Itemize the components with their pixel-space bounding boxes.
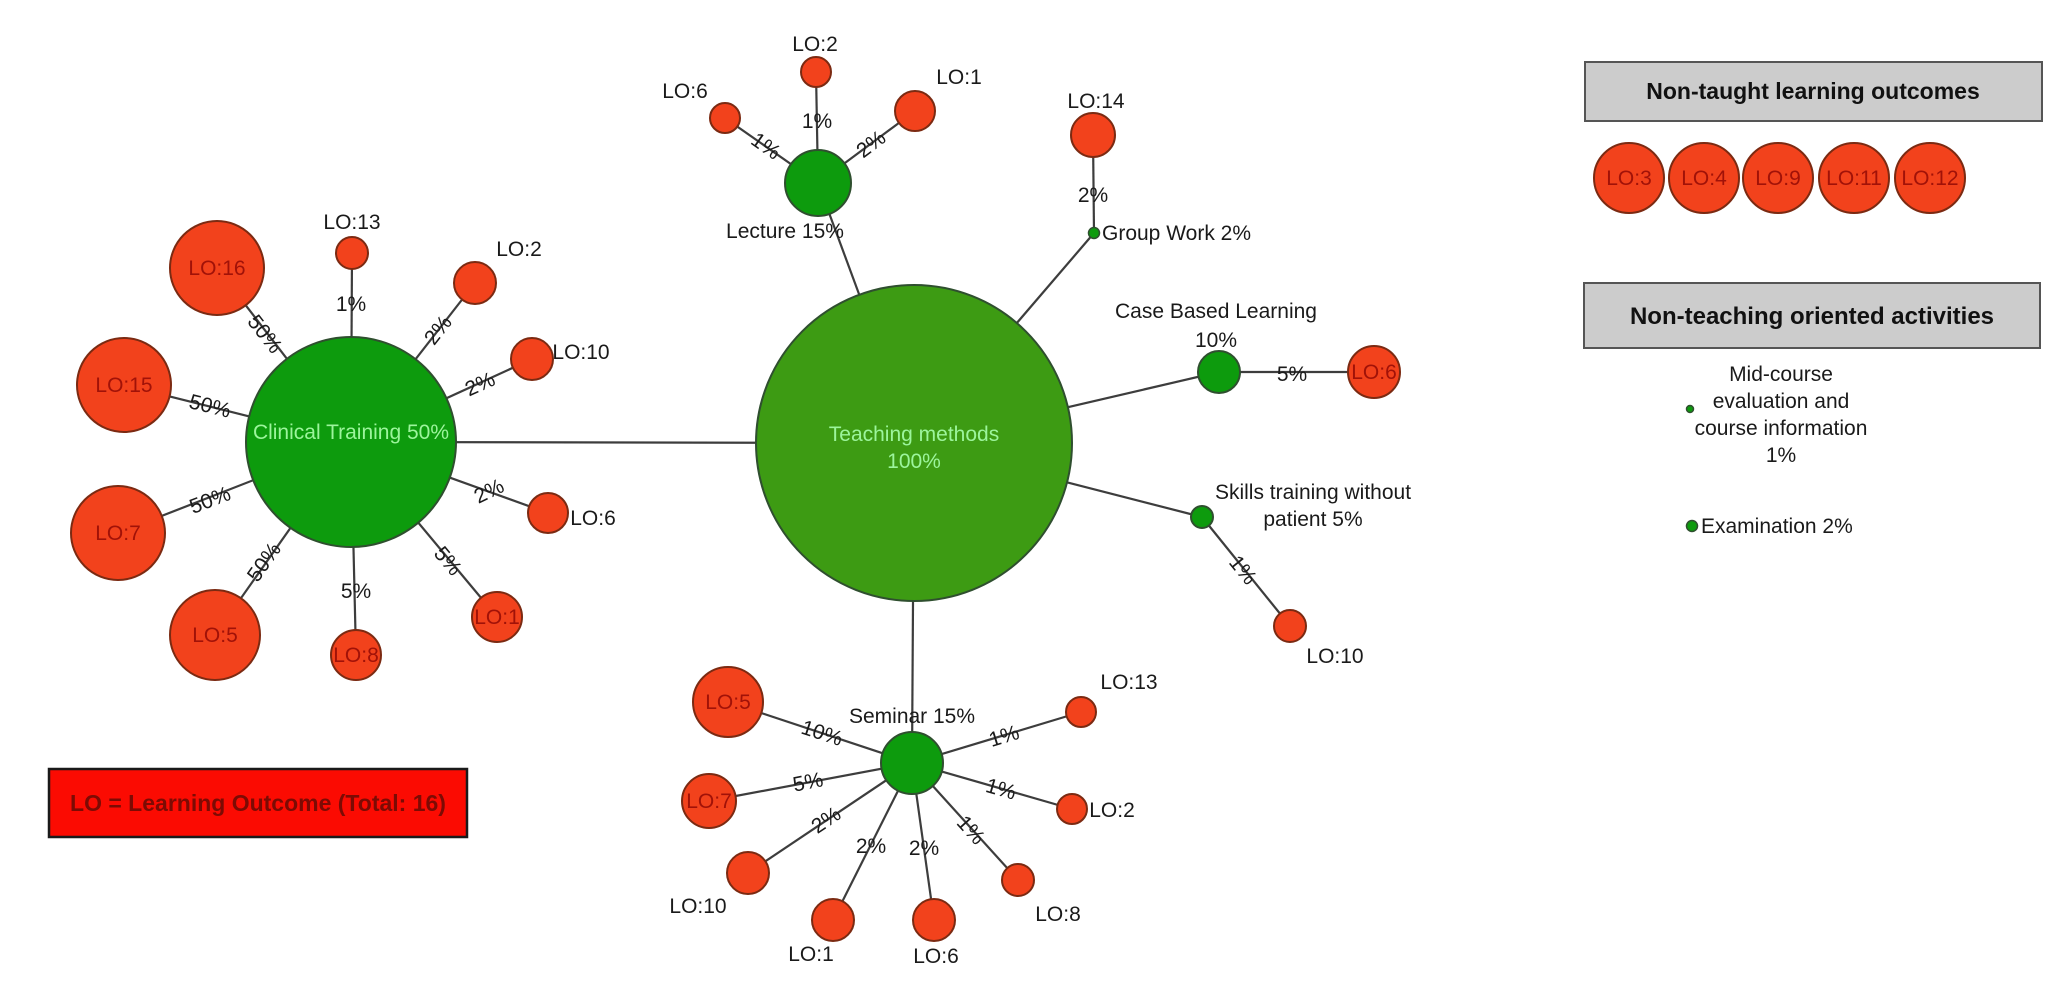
svg-text:Lecture 15%: Lecture 15% bbox=[726, 220, 844, 243]
svg-text:LO:5: LO:5 bbox=[192, 624, 238, 647]
svg-text:LO:1: LO:1 bbox=[788, 943, 834, 966]
svg-text:1%: 1% bbox=[802, 110, 832, 133]
svg-text:LO:16: LO:16 bbox=[188, 257, 245, 280]
svg-text:Case Based Learning: Case Based Learning bbox=[1115, 300, 1317, 323]
svg-text:LO:6: LO:6 bbox=[913, 945, 959, 968]
svg-text:LO:10: LO:10 bbox=[552, 341, 609, 364]
svg-text:Skills training without: Skills training without bbox=[1215, 481, 1411, 504]
svg-text:LO:12: LO:12 bbox=[1901, 167, 1958, 190]
svg-text:LO:1: LO:1 bbox=[936, 66, 982, 89]
svg-text:LO:4: LO:4 bbox=[1681, 167, 1727, 190]
svg-text:LO:2: LO:2 bbox=[496, 238, 542, 261]
svg-text:LO:14: LO:14 bbox=[1067, 90, 1125, 113]
svg-text:LO:6: LO:6 bbox=[662, 80, 708, 103]
svg-text:LO:6: LO:6 bbox=[1351, 361, 1397, 384]
svg-text:2%: 2% bbox=[856, 835, 886, 858]
svg-text:LO:3: LO:3 bbox=[1606, 167, 1652, 190]
svg-text:LO:8: LO:8 bbox=[1035, 903, 1081, 926]
svg-text:LO:7: LO:7 bbox=[95, 522, 141, 545]
svg-text:Examination 2%: Examination 2% bbox=[1701, 515, 1853, 538]
svg-text:1%: 1% bbox=[336, 293, 366, 316]
svg-text:LO:2: LO:2 bbox=[1089, 799, 1135, 822]
svg-text:100%: 100% bbox=[887, 450, 941, 473]
svg-text:Group Work 2%: Group Work 2% bbox=[1102, 222, 1251, 245]
svg-text:1%: 1% bbox=[1766, 444, 1796, 467]
svg-text:Mid-course: Mid-course bbox=[1729, 363, 1833, 386]
svg-text:LO:7: LO:7 bbox=[686, 790, 732, 813]
svg-text:LO:6: LO:6 bbox=[570, 507, 616, 530]
svg-text:2%: 2% bbox=[909, 837, 939, 860]
svg-text:5%: 5% bbox=[341, 580, 371, 603]
svg-text:LO:1: LO:1 bbox=[474, 606, 520, 629]
svg-text:LO = Learning Outcome (Total:: LO = Learning Outcome (Total: 16) bbox=[70, 790, 446, 816]
svg-text:5%: 5% bbox=[791, 768, 825, 796]
svg-text:2%: 2% bbox=[1078, 184, 1108, 207]
svg-text:LO:10: LO:10 bbox=[1306, 645, 1363, 668]
svg-text:evaluation and: evaluation and bbox=[1713, 390, 1850, 413]
svg-text:10%: 10% bbox=[1195, 329, 1237, 352]
svg-text:LO:11: LO:11 bbox=[1826, 167, 1882, 190]
svg-text:LO:13: LO:13 bbox=[323, 211, 380, 234]
svg-text:LO:2: LO:2 bbox=[792, 33, 838, 56]
svg-text:Non-teaching oriented activiti: Non-teaching oriented activities bbox=[1630, 303, 1994, 330]
svg-text:LO:9: LO:9 bbox=[1755, 167, 1801, 190]
svg-text:course information: course information bbox=[1695, 417, 1868, 440]
svg-text:Clinical Training 50%: Clinical Training 50% bbox=[253, 421, 449, 444]
svg-text:Non-taught learning outcomes: Non-taught learning outcomes bbox=[1646, 78, 1980, 104]
svg-text:LO:10: LO:10 bbox=[669, 895, 726, 918]
svg-text:5%: 5% bbox=[1277, 363, 1307, 386]
svg-text:Teaching methods: Teaching methods bbox=[829, 423, 999, 446]
svg-text:LO:5: LO:5 bbox=[705, 691, 751, 714]
svg-text:Seminar 15%: Seminar 15% bbox=[849, 705, 975, 728]
svg-text:patient 5%: patient 5% bbox=[1263, 508, 1362, 531]
svg-text:LO:15: LO:15 bbox=[95, 374, 152, 397]
svg-text:LO:8: LO:8 bbox=[333, 644, 379, 667]
svg-text:LO:13: LO:13 bbox=[1100, 671, 1157, 694]
